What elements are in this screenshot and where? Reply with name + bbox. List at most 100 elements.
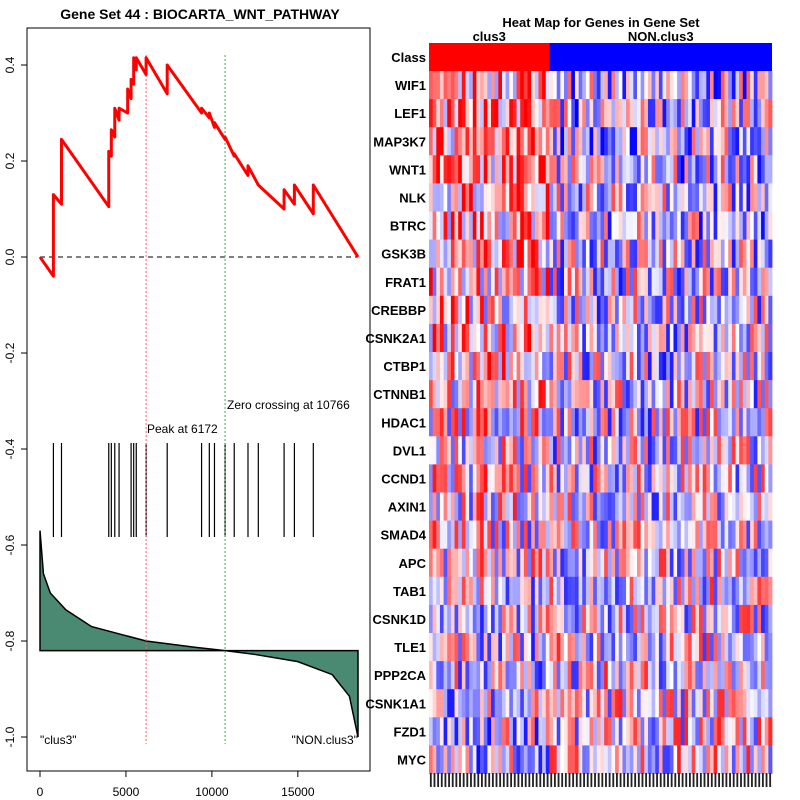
heat-cell [505, 520, 510, 549]
heat-cell [633, 576, 638, 606]
heat-cell [662, 520, 667, 549]
heat-cell [739, 323, 744, 353]
heat-cell [739, 464, 744, 493]
heat-cell [429, 352, 434, 381]
heat-cell [542, 127, 547, 156]
heat-cell [476, 604, 481, 634]
heat-cell [709, 267, 715, 297]
heat-cell [531, 380, 536, 409]
heat-cell [717, 352, 722, 381]
heat-cell [629, 239, 634, 268]
heat-cell [604, 380, 609, 409]
heat-cell [753, 71, 758, 100]
heat-cell [728, 408, 733, 437]
heat-cell [709, 211, 715, 240]
heat-cell [618, 127, 623, 156]
heat-cell [531, 155, 536, 184]
heat-cell [709, 576, 715, 606]
heat-cell [746, 380, 751, 409]
heat-cell [691, 745, 696, 774]
heat-cell [523, 604, 528, 634]
gene-label: AXIN1 [388, 500, 426, 515]
heat-cell [691, 295, 696, 325]
heat-cell [684, 520, 689, 549]
heat-cell [527, 464, 532, 493]
heat-cell [476, 661, 481, 690]
heat-cell [644, 295, 649, 325]
heat-cell [677, 633, 682, 662]
heat-cell [520, 295, 525, 325]
heat-cell [523, 127, 528, 156]
heat-cell [516, 71, 521, 100]
sample-tick [455, 773, 458, 787]
heat-cell [709, 295, 715, 325]
heat-cell [717, 99, 722, 128]
heat-cell [746, 99, 751, 128]
heat-cell [461, 183, 466, 212]
heat-cell [443, 548, 448, 578]
heat-cell [534, 71, 539, 100]
heat-cell [458, 99, 463, 128]
heat-cell [669, 99, 674, 128]
heat-cell [607, 576, 612, 606]
heat-cell [465, 99, 470, 128]
heat-cell [691, 71, 696, 100]
heat-cell [574, 183, 580, 212]
heat-cell [636, 689, 642, 718]
gene-label: BTRC [390, 219, 427, 234]
heat-cell [666, 717, 671, 746]
heat-cell [596, 520, 601, 549]
heat-cell [728, 492, 733, 521]
heat-cell [491, 520, 496, 549]
heat-cell [618, 492, 623, 521]
heat-cell [432, 689, 437, 718]
heat-cell [505, 99, 510, 128]
heat-cell [739, 745, 744, 774]
heat-cell [709, 155, 715, 184]
heat-cell [633, 211, 638, 240]
heat-cell [567, 717, 572, 746]
sample-tick [688, 773, 691, 787]
heat-cell [447, 717, 452, 746]
heat-cell [746, 492, 751, 521]
heat-cell [717, 745, 722, 774]
heat-cell [735, 352, 740, 381]
heat-cell [735, 548, 740, 578]
heat-cell [636, 548, 642, 578]
heat-cell [501, 183, 507, 212]
heat-cell [680, 548, 685, 578]
heat-cell [527, 633, 532, 662]
heat-cell [757, 323, 762, 353]
heat-cell [439, 380, 444, 409]
heat-cell [564, 267, 569, 297]
heat-cell [684, 408, 689, 437]
heat-cell [699, 492, 704, 521]
heat-cell [483, 239, 488, 268]
heat-cell [480, 211, 485, 240]
heat-cell [469, 380, 474, 409]
heat-cell [571, 155, 576, 184]
heat-cell [582, 408, 587, 437]
heat-cell [549, 211, 554, 240]
heat-cell [512, 576, 517, 606]
heat-cell [604, 408, 609, 437]
heat-cell [647, 380, 652, 409]
heat-cell [746, 576, 751, 606]
heat-cell [454, 71, 459, 100]
heat-cell [677, 408, 682, 437]
heat-cell [688, 99, 693, 128]
heat-cell [626, 380, 631, 409]
heat-cell [491, 408, 496, 437]
heat-cell [662, 239, 667, 268]
sample-tick [769, 773, 772, 787]
heat-cell [509, 464, 514, 493]
gene-label: FZD1 [394, 724, 427, 739]
sample-tick [513, 773, 516, 787]
heat-cell [553, 211, 558, 240]
heat-cell [713, 71, 718, 100]
heat-cell [498, 352, 503, 381]
heat-cell [633, 604, 638, 634]
heat-cell [768, 745, 773, 774]
heat-cell [713, 689, 718, 718]
heat-cell [545, 661, 550, 690]
